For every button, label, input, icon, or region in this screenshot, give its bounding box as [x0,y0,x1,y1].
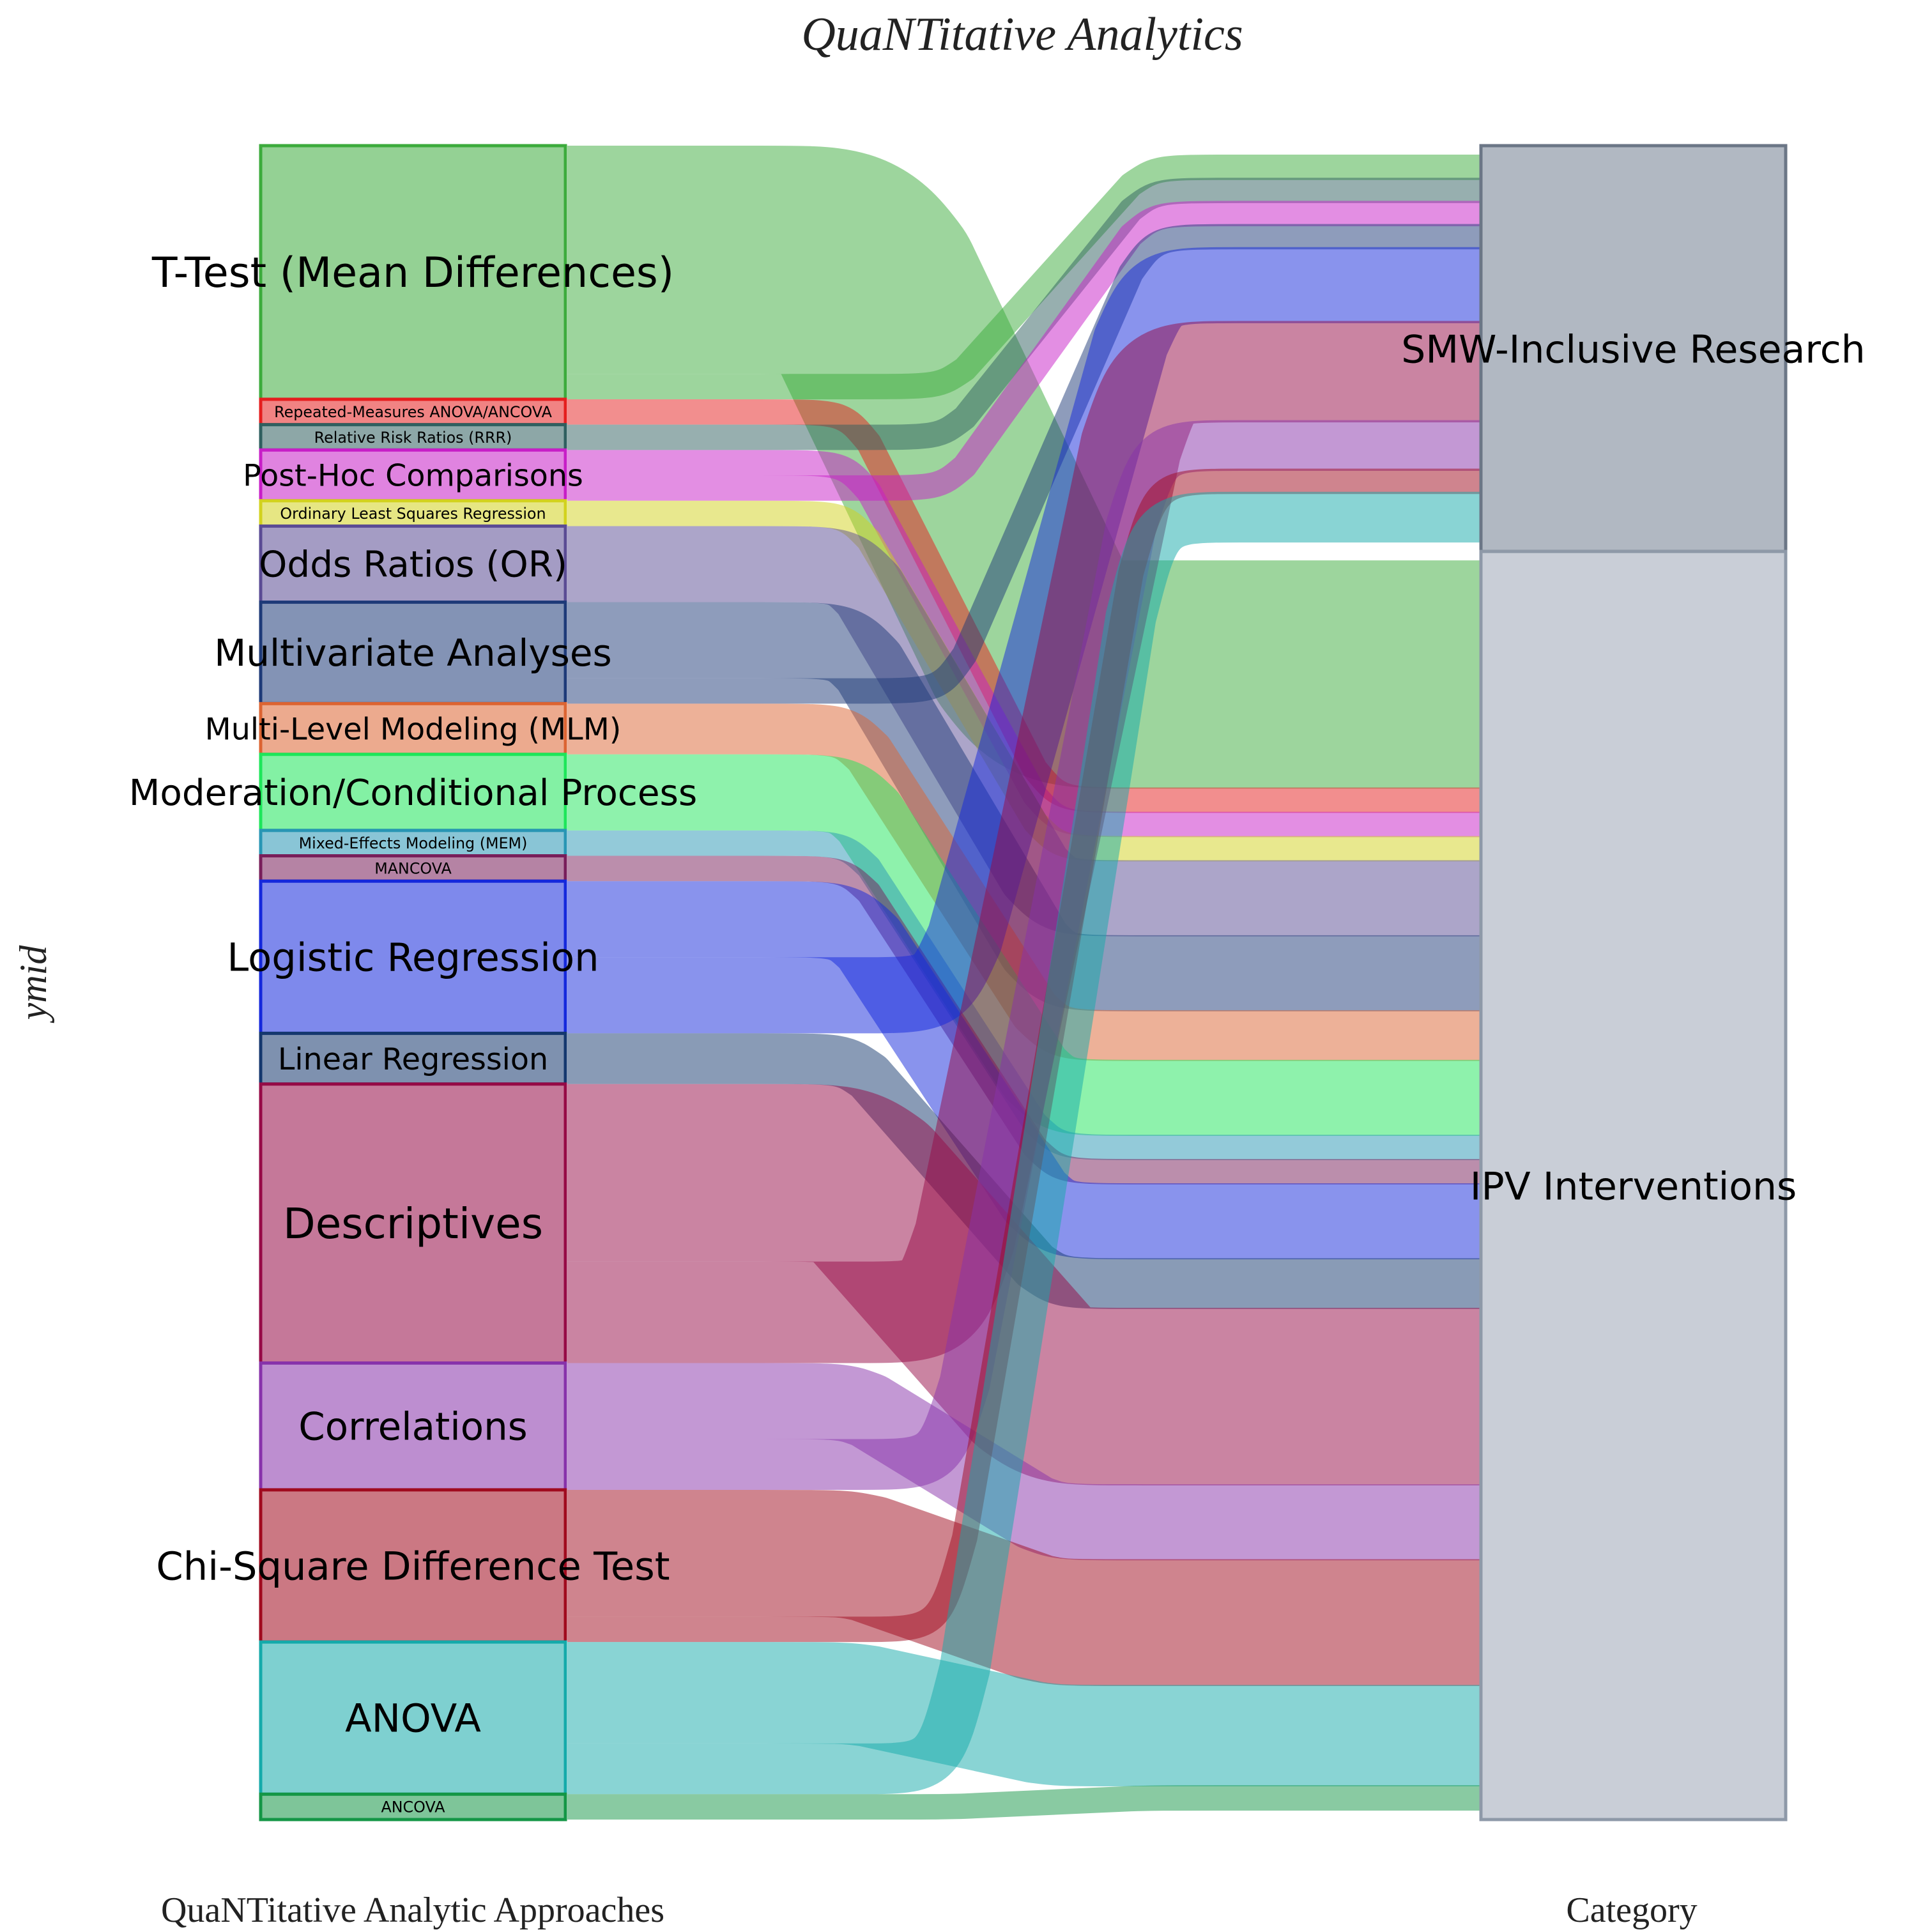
node-label-smw-inclusive-research: SMW-Inclusive Research [1401,328,1865,372]
node-label-correlations: Correlations [298,1405,527,1449]
node-label-relative-risk-ratios-rrr: Relative Risk Ratios (RRR) [314,429,512,447]
node-label-multi-level-modeling-mlm: Multi-Level Modeling (MLM) [205,712,622,747]
node-label-multivariate-analyses: Multivariate Analyses [214,631,612,675]
node-label-logistic-regression: Logistic Regression [227,936,599,981]
flow-ancova-to-ipv [567,1798,1480,1807]
node-label-t-test-mean-differences: T-Test (Mean Differences) [151,249,674,297]
node-label-ipv-interventions: IPV Interventions [1470,1165,1797,1209]
node-label-chi-square-difference-test: Chi-Square Difference Test [156,1544,670,1589]
node-label-ancova: ANCOVA [381,1798,445,1816]
node-label-moderation-conditional-process: Moderation/Conditional Process [129,772,698,814]
flows-group [567,167,1480,1807]
node-label-descriptives: Descriptives [283,1199,543,1248]
node-label-post-hoc-comparisons: Post-Hoc Comparisons [243,459,583,494]
flow-chi-square-difference-test-to-ipv [567,1553,1480,1623]
node-label-ordinary-least-squares-regression: Ordinary Least Squares Regression [280,505,546,523]
chart-title: QuaNTitative Analytics [801,8,1243,61]
node-label-anova: ANOVA [345,1696,481,1741]
flow-anova-to-ipv [567,1693,1480,1736]
node-label-repeated-measures-anova-ancova: Repeated-Measures ANOVA/ANCOVA [274,403,552,421]
node-label-mancova: MANCOVA [374,860,452,878]
left-axis-label: QuaNTitative Analytic Approaches [161,1890,664,1930]
right-axis-label: Category [1566,1890,1697,1930]
y-axis-label: ymid [12,945,54,1024]
node-label-linear-regression: Linear Regression [278,1042,548,1077]
node-label-odds-ratios-or: Odds Ratios (OR) [259,544,567,586]
node-label-mixed-effects-modeling-mem: Mixed-Effects Modeling (MEM) [299,834,528,852]
